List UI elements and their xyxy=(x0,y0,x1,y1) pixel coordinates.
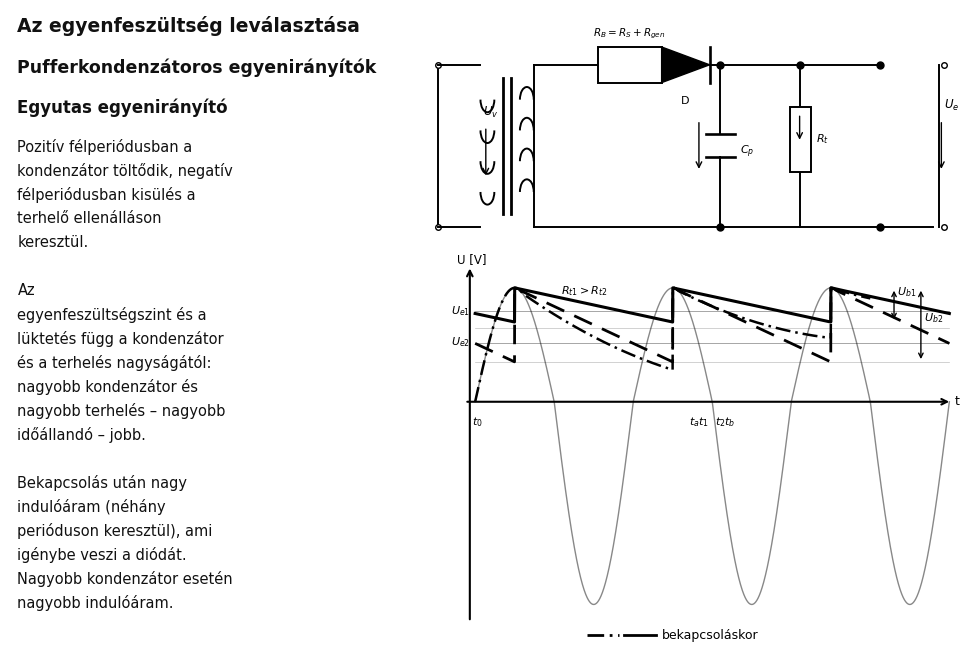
Text: és a terhelés nagyságától:: és a terhelés nagyságától: xyxy=(17,355,212,371)
Text: Egyutas egyenirányító: Egyutas egyenirányító xyxy=(17,98,228,117)
Text: $U_{e2}$: $U_{e2}$ xyxy=(451,336,469,349)
Text: bekapcsoláskor: bekapcsoláskor xyxy=(661,629,758,642)
Text: $t_a t_1$: $t_a t_1$ xyxy=(689,415,709,428)
Text: $R_t$: $R_t$ xyxy=(816,132,829,146)
Text: $R_{t1}>R_{t2}$: $R_{t1}>R_{t2}$ xyxy=(561,284,607,298)
Text: Bekapcsolás után nagy: Bekapcsolás után nagy xyxy=(17,475,187,491)
Text: $U_{e1}$: $U_{e1}$ xyxy=(450,304,469,318)
Text: $U_v$: $U_v$ xyxy=(483,105,499,120)
Text: perióduson keresztül), ami: perióduson keresztül), ami xyxy=(17,523,213,539)
Text: $R_B=R_S+R_{gen}$: $R_B=R_S+R_{gen}$ xyxy=(593,26,666,40)
Text: $C_p$: $C_p$ xyxy=(740,144,755,161)
Text: kondenzátor töltődik, negatív: kondenzátor töltődik, negatív xyxy=(17,163,233,179)
Text: nagyobb terhelés – nagyobb: nagyobb terhelés – nagyobb xyxy=(17,403,226,419)
Text: félperiódusban kisülés a: félperiódusban kisülés a xyxy=(17,187,196,203)
Bar xyxy=(598,47,661,83)
Bar xyxy=(789,107,811,172)
Text: lüktetés függ a kondenzátor: lüktetés függ a kondenzátor xyxy=(17,331,224,347)
Text: igénybe veszi a diódát.: igénybe veszi a diódát. xyxy=(17,547,187,563)
Text: Az egyenfeszültség leválasztása: Az egyenfeszültség leválasztása xyxy=(17,16,360,36)
Text: $t_2 t_b$: $t_2 t_b$ xyxy=(715,415,735,428)
Text: Pufferkondenzátoros egyenirányítók: Pufferkondenzátoros egyenirányítók xyxy=(17,58,376,77)
Text: $U_{b1}$: $U_{b1}$ xyxy=(897,285,916,299)
Text: Nagyobb kondenzátor esetén: Nagyobb kondenzátor esetén xyxy=(17,571,233,587)
Text: $U_e$: $U_e$ xyxy=(944,98,959,113)
Text: időállandó – jobb.: időállandó – jobb. xyxy=(17,427,146,443)
Text: D: D xyxy=(682,95,690,106)
Text: nagyobb kondenzátor és: nagyobb kondenzátor és xyxy=(17,379,199,395)
Polygon shape xyxy=(661,47,709,83)
Text: keresztül.: keresztül. xyxy=(17,235,88,250)
Text: $U_{b2}$: $U_{b2}$ xyxy=(924,312,943,325)
Text: indulóáram (néhány: indulóáram (néhány xyxy=(17,499,166,515)
Text: Az: Az xyxy=(17,283,36,298)
Text: t: t xyxy=(954,395,960,408)
Text: nagyobb indulóáram.: nagyobb indulóáram. xyxy=(17,595,174,611)
Text: U [V]: U [V] xyxy=(457,253,486,266)
Text: $t_0$: $t_0$ xyxy=(472,415,483,428)
Text: Pozitív félperiódusban a: Pozitív félperiódusban a xyxy=(17,139,193,156)
Text: egyenfeszültségszint és a: egyenfeszültségszint és a xyxy=(17,307,207,323)
Text: terhelő ellenálláson: terhelő ellenálláson xyxy=(17,211,162,226)
